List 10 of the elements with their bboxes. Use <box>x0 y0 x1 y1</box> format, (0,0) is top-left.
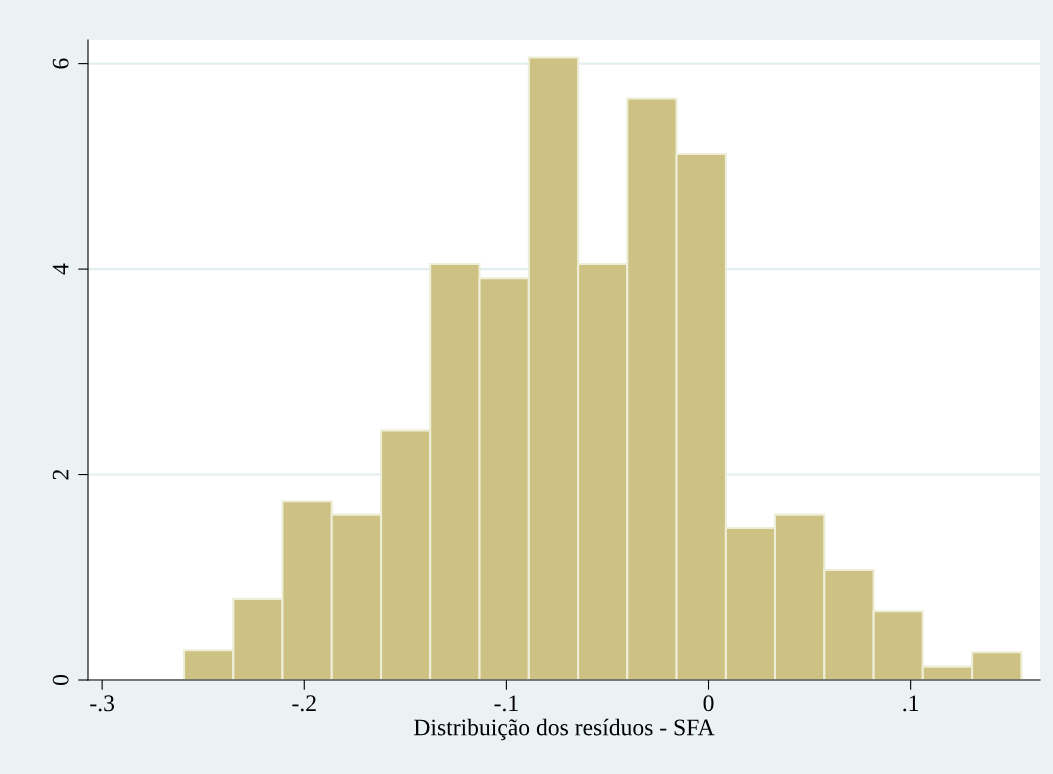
y-tick-label: 2 <box>52 469 69 480</box>
y-tick-label: 4 <box>52 263 69 275</box>
y-tick-label: 0 <box>52 675 69 685</box>
y-tick-label: 6 <box>52 58 69 69</box>
x-tick-label: .1 <box>903 695 919 712</box>
x-axis-title: Distribuição dos resíduos - SFA <box>414 718 715 741</box>
x-tick-label: -.1 <box>494 695 518 712</box>
x-tick-label: 0 <box>703 695 714 712</box>
x-tick-label: -.2 <box>292 695 316 712</box>
x-tick-label: -.3 <box>90 695 115 712</box>
